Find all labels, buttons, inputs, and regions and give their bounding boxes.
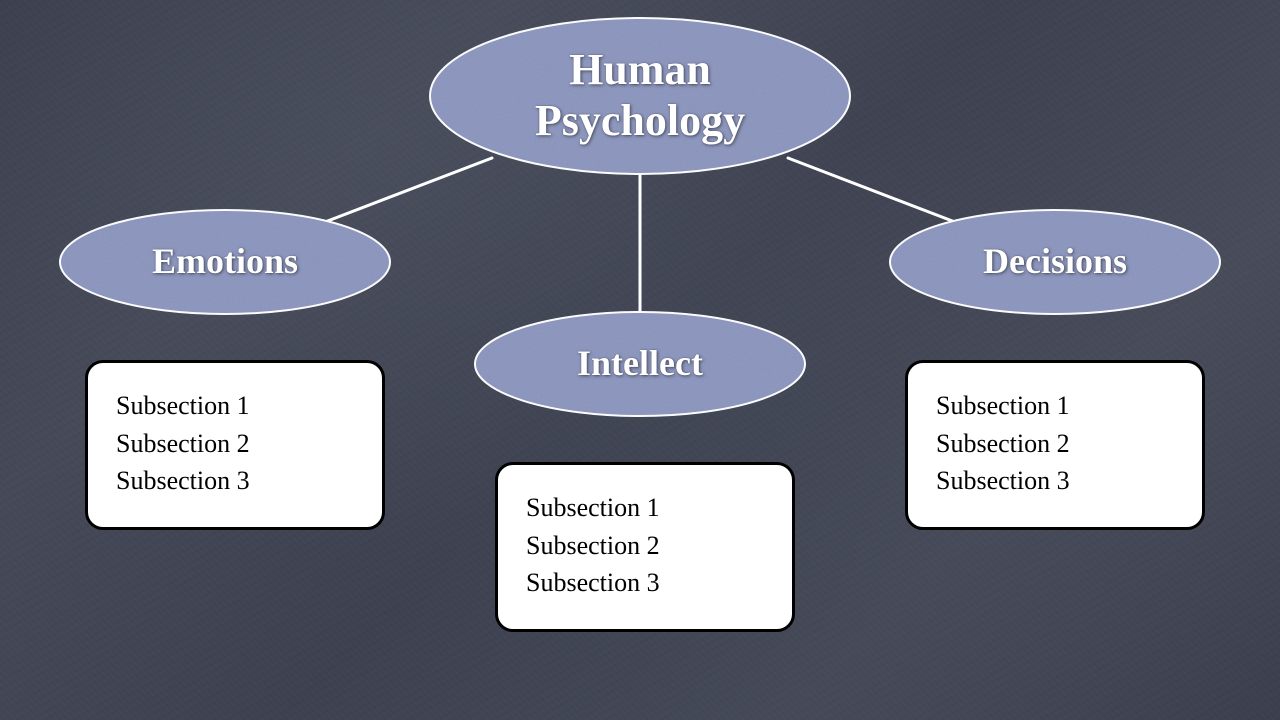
subsection-item: Subsection 3 <box>526 564 764 602</box>
connectors-group <box>325 158 955 312</box>
connector-emotions <box>325 158 492 222</box>
root-node-ellipse <box>430 18 850 174</box>
subsection-item: Subsection 3 <box>116 462 354 500</box>
node-ellipse-decisions <box>890 210 1220 314</box>
connector-decisions <box>788 158 955 222</box>
subsection-item: Subsection 2 <box>936 425 1174 463</box>
subsection-box-emotions: Subsection 1Subsection 2Subsection 3 <box>85 360 385 530</box>
subsection-box-decisions: Subsection 1Subsection 2Subsection 3 <box>905 360 1205 530</box>
subsection-item: Subsection 2 <box>116 425 354 463</box>
node-ellipse-intellect <box>475 312 805 416</box>
subsection-item: Subsection 1 <box>116 387 354 425</box>
subsection-item: Subsection 3 <box>936 462 1174 500</box>
subsection-box-intellect: Subsection 1Subsection 2Subsection 3 <box>495 462 795 632</box>
node-ellipse-emotions <box>60 210 390 314</box>
subsection-item: Subsection 1 <box>936 387 1174 425</box>
subsection-item: Subsection 1 <box>526 489 764 527</box>
subsection-item: Subsection 2 <box>526 527 764 565</box>
